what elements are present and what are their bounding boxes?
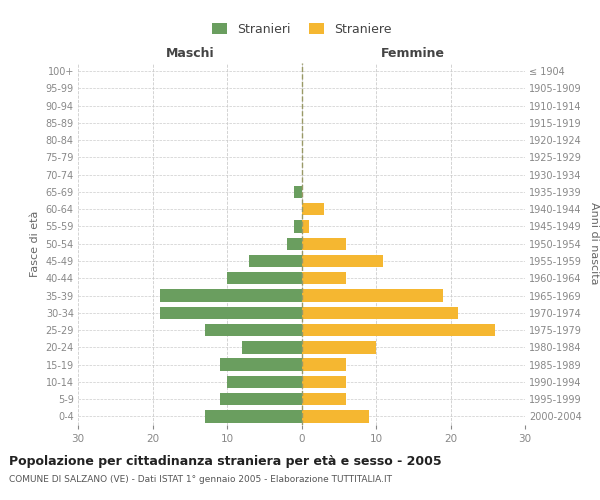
Bar (160, 290, 302, 302)
Bar (220, 393, 302, 406)
Bar (294, 220, 302, 232)
Bar (302, 238, 346, 250)
Text: COMUNE DI SALZANO (VE) - Dati ISTAT 1° gennaio 2005 - Elaborazione TUTTITALIA.IT: COMUNE DI SALZANO (VE) - Dati ISTAT 1° g… (9, 475, 392, 484)
Bar (205, 410, 302, 422)
Bar (302, 410, 368, 422)
Bar (160, 306, 302, 319)
Bar (302, 358, 346, 371)
Bar (227, 376, 302, 388)
Bar (220, 358, 302, 371)
Bar (302, 324, 495, 336)
Bar (205, 324, 302, 336)
Bar (302, 341, 376, 353)
Bar (302, 272, 346, 284)
Bar (302, 393, 346, 406)
Bar (302, 376, 346, 388)
Y-axis label: Fasce di età: Fasce di età (30, 210, 40, 277)
Bar (302, 220, 309, 232)
Bar (302, 203, 324, 215)
Legend: Stranieri, Straniere: Stranieri, Straniere (206, 18, 397, 41)
Y-axis label: Anni di nascita: Anni di nascita (589, 202, 599, 285)
Bar (294, 186, 302, 198)
Bar (250, 255, 302, 267)
Bar (302, 255, 383, 267)
Bar (227, 272, 302, 284)
Text: Maschi: Maschi (166, 47, 214, 60)
Bar (242, 341, 302, 353)
Bar (302, 290, 443, 302)
Text: Femmine: Femmine (381, 47, 445, 60)
Bar (302, 306, 458, 319)
Text: Popolazione per cittadinanza straniera per età e sesso - 2005: Popolazione per cittadinanza straniera p… (9, 455, 442, 468)
Bar (287, 238, 302, 250)
